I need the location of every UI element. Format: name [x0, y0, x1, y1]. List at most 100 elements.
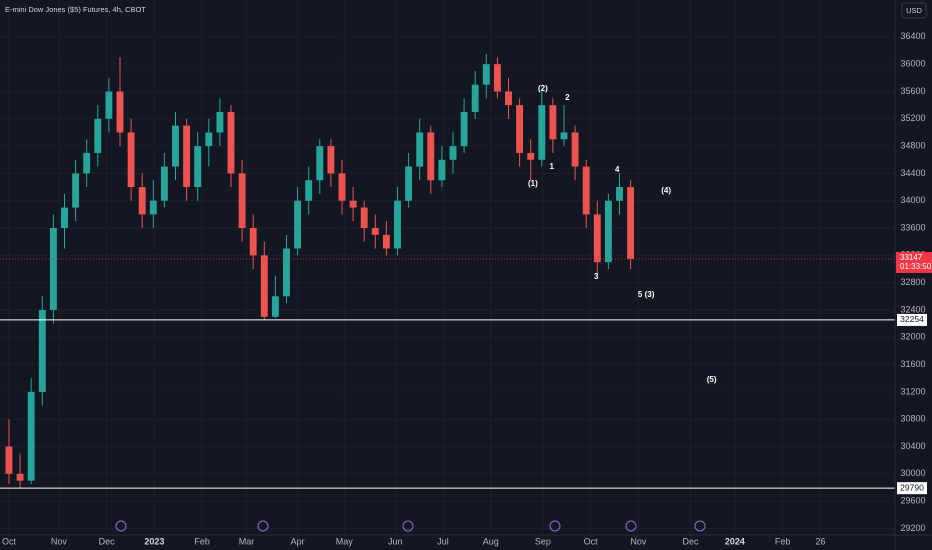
- y-tick-label: 29200: [900, 523, 925, 533]
- x-tick-label: Jun: [388, 536, 403, 546]
- candle-body: [460, 111, 468, 147]
- candle-body: [160, 166, 168, 201]
- candle-body: [471, 84, 479, 112]
- x-tick-label: Feb: [775, 536, 791, 546]
- y-tick-label: 35600: [900, 86, 925, 96]
- candle-body: [360, 207, 368, 229]
- candle-body: [394, 200, 401, 249]
- candle-body: [105, 91, 113, 119]
- x-tick-label: Sep: [535, 536, 551, 546]
- candle-body: [405, 166, 413, 201]
- event-icon[interactable]: [694, 520, 706, 532]
- candle-body: [72, 173, 80, 208]
- x-tick-label: Nov: [51, 536, 68, 546]
- x-tick-label: Oct: [584, 536, 599, 546]
- candle-body: [205, 132, 213, 147]
- candle-body: [49, 228, 57, 310]
- candle-body: [416, 132, 424, 167]
- currency-label[interactable]: USD: [906, 6, 922, 15]
- x-tick-label: Feb: [194, 536, 210, 546]
- y-tick-label: 31600: [900, 359, 925, 369]
- candle-body: [582, 166, 590, 215]
- event-icon[interactable]: [549, 520, 561, 532]
- candle-body: [5, 446, 13, 474]
- wave-label: (1): [528, 179, 538, 188]
- candle-body: [538, 105, 546, 160]
- candle-body: [449, 146, 457, 160]
- x-tick-label: 2024: [725, 536, 745, 546]
- candle-body: [27, 391, 35, 481]
- horizontal-line-label-box: [897, 313, 927, 326]
- candle-body: [16, 473, 24, 481]
- wave-label: (5): [707, 375, 717, 384]
- y-tick-label: 34000: [900, 195, 925, 205]
- horizontal-line-label-box: [897, 482, 927, 495]
- x-tick-label: Jul: [437, 536, 449, 546]
- x-tick-label: Dec: [99, 536, 116, 546]
- wave-label: 5 (3): [638, 290, 655, 299]
- x-tick-label: Dec: [683, 536, 700, 546]
- event-icons: [115, 520, 706, 532]
- candle-body: [172, 125, 179, 167]
- y-tick-label: 32000: [900, 332, 925, 342]
- horizontal-line-label: 29790: [900, 482, 924, 492]
- candle-body: [305, 180, 313, 201]
- candle-body: [260, 255, 268, 317]
- candle-body: [371, 228, 379, 235]
- currency-button[interactable]: [901, 2, 927, 19]
- wave-label: (4): [661, 186, 671, 195]
- y-tick-label: 29600: [900, 496, 925, 506]
- x-tick-label: Mar: [239, 536, 255, 546]
- candle-body: [38, 309, 46, 392]
- y-tick-label: 30800: [900, 414, 925, 424]
- candle-body: [94, 118, 102, 153]
- x-tick-label: 2023: [144, 536, 164, 546]
- y-tick-label: 36400: [900, 31, 925, 41]
- candle-body: [493, 64, 501, 92]
- candle-body: [149, 200, 157, 215]
- horizontal-line-label: 32254: [900, 314, 924, 324]
- candle-body: [116, 91, 124, 133]
- grid: [0, 0, 895, 538]
- wave-label: 4: [615, 165, 620, 174]
- candle-body: [327, 146, 335, 174]
- y-tick-label: 32400: [900, 304, 925, 314]
- wave-label: 3: [594, 272, 599, 281]
- y-tick-label: 32800: [900, 277, 925, 287]
- candle-body: [438, 159, 446, 181]
- wave-label: (2): [538, 84, 548, 93]
- plot: (1) 1 (2) 2 3 4 (4) 5 (3) (5): [0, 53, 895, 489]
- candle-body: [482, 64, 490, 85]
- candle-body: [194, 146, 202, 188]
- candle-body: [427, 132, 435, 181]
- event-icon[interactable]: [625, 520, 637, 532]
- event-icon[interactable]: [115, 520, 127, 532]
- event-icon[interactable]: [257, 520, 269, 532]
- y-tick-label: 34400: [900, 168, 925, 178]
- x-tick-label: May: [336, 536, 354, 546]
- candle-body: [382, 234, 390, 249]
- candle-body: [616, 187, 623, 201]
- candle-body: [549, 105, 557, 140]
- y-tick-label: 30400: [900, 441, 925, 451]
- x-tick-label: Nov: [630, 536, 647, 546]
- last-price-countdown: 01:33:50: [900, 262, 932, 271]
- event-icon[interactable]: [402, 520, 414, 532]
- candle-body: [627, 187, 635, 259]
- y-tick-label: 30000: [900, 468, 925, 478]
- x-tick-label: Aug: [483, 536, 499, 546]
- chart-title: E-mini Dow Jones ($5) Futures, 4h, CBOT: [5, 5, 146, 14]
- candle-body: [238, 173, 246, 229]
- candle-body: [283, 248, 290, 297]
- last-price-box: [896, 251, 932, 273]
- y-tick-label: 36000: [900, 59, 925, 69]
- candle-body: [227, 111, 235, 174]
- candle-body: [249, 228, 257, 256]
- candle-body: [338, 173, 346, 201]
- y-tick-label: 35200: [900, 113, 925, 123]
- x-tick-label: Oct: [2, 536, 17, 546]
- wave-label: 1: [550, 162, 555, 171]
